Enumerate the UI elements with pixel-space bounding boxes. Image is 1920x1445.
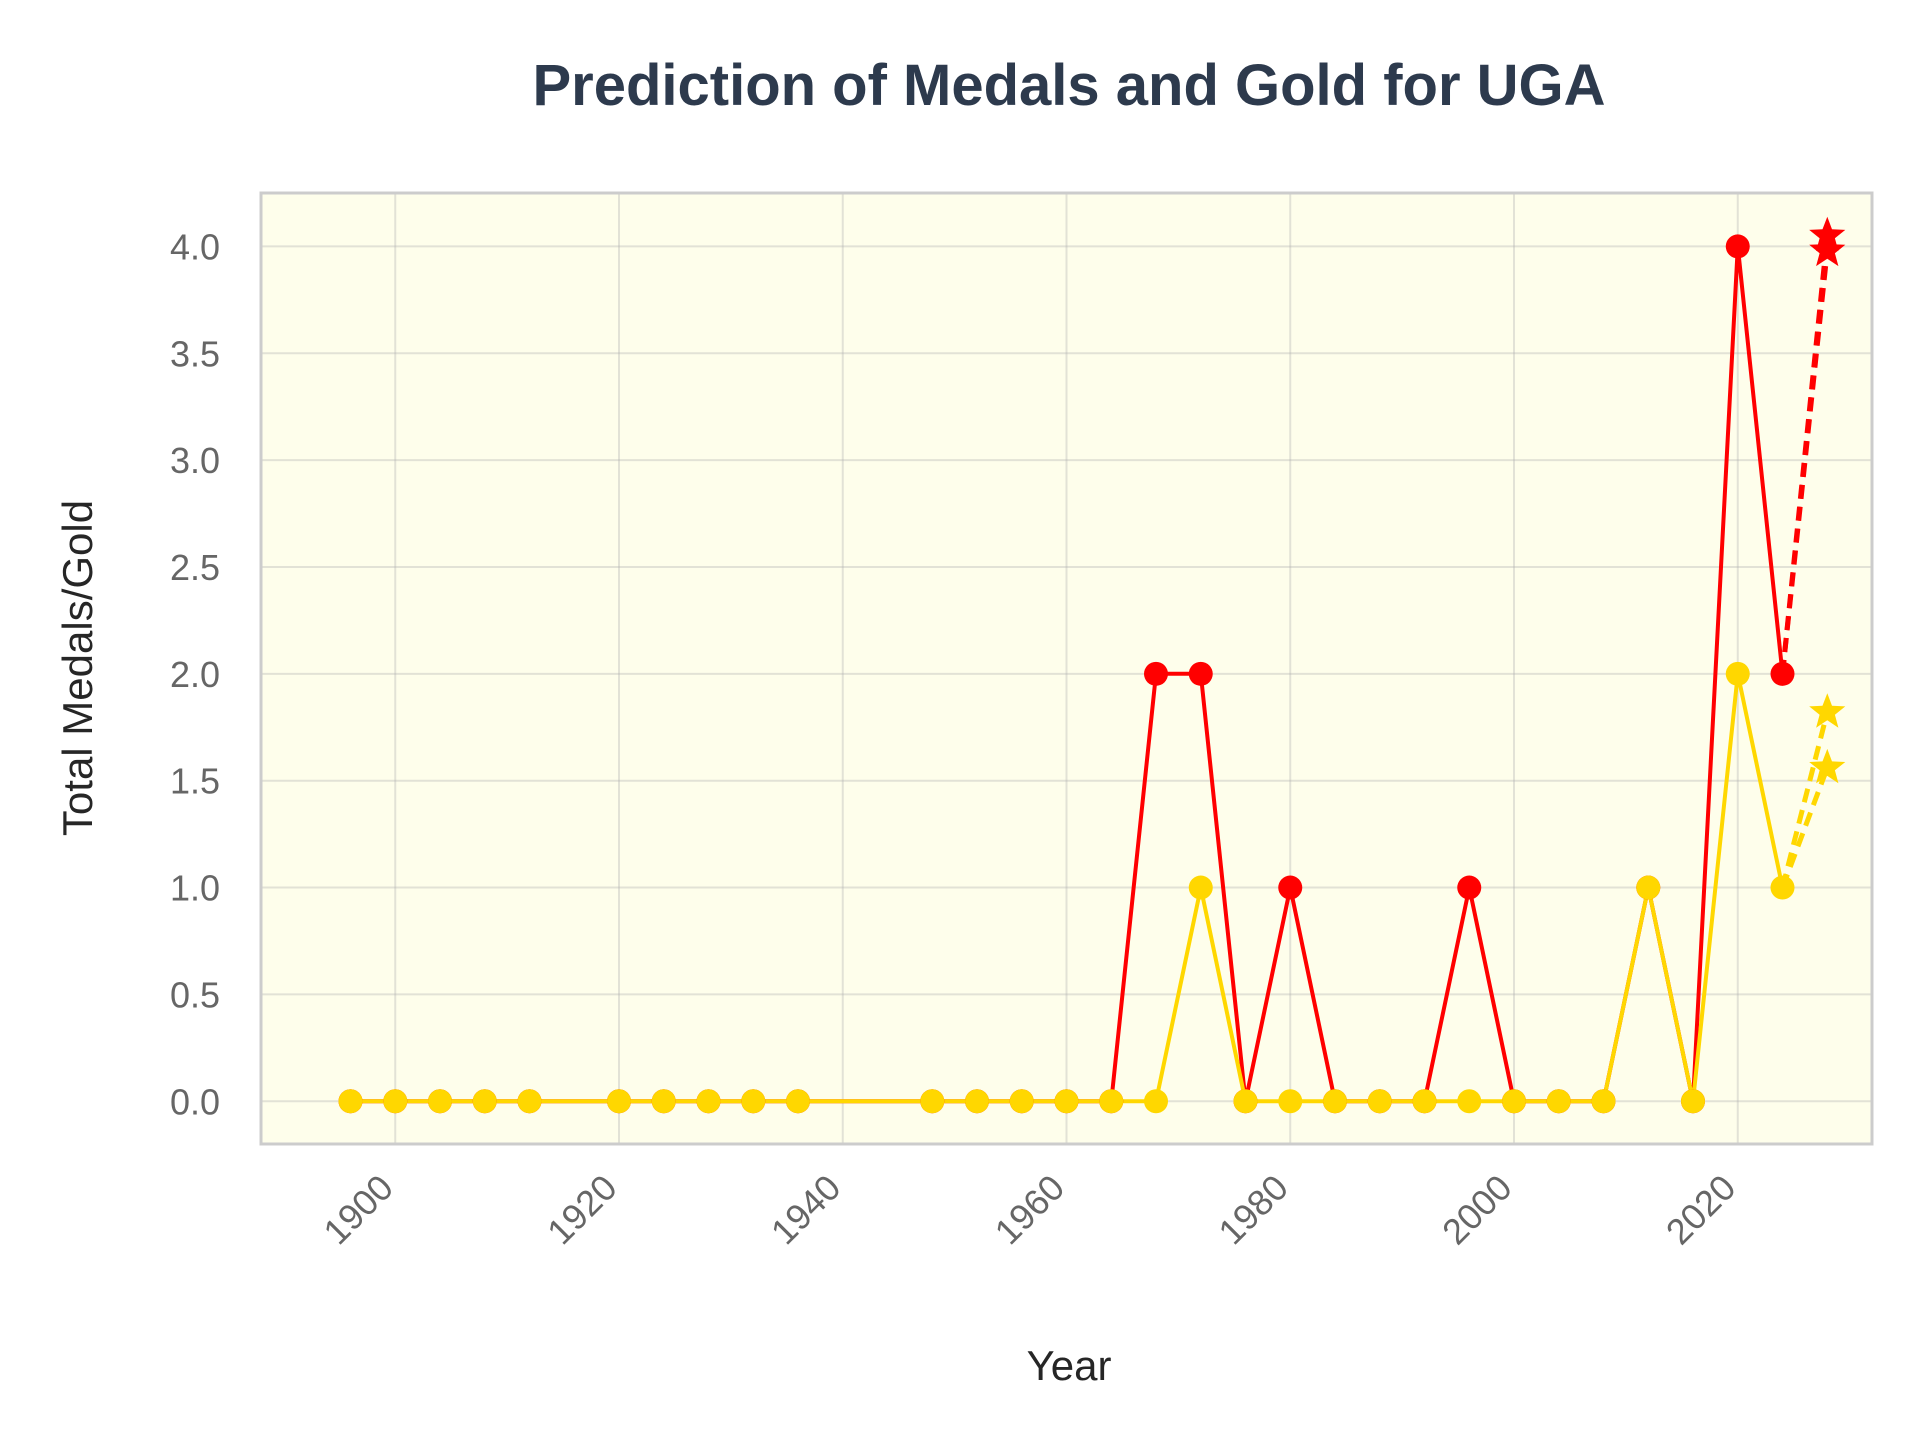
y-axis-label: Total Medals/Gold [54, 500, 101, 836]
prediction-line-0 [1780, 250, 1830, 675]
data-point [1233, 1089, 1258, 1114]
x-tick-label: 1960 [987, 1167, 1073, 1253]
data-point [1546, 1089, 1571, 1114]
plot-frame [259, 191, 1874, 1146]
chart-title: Prediction of Medals and Gold for UGA [532, 53, 1605, 118]
data-point [1725, 234, 1750, 259]
data-point [383, 1089, 408, 1114]
data-point [472, 1089, 497, 1114]
data-point [338, 1089, 363, 1114]
data-point [1636, 875, 1661, 900]
data-point [1054, 1089, 1079, 1114]
x-tick-label: 1900 [315, 1167, 401, 1253]
data-point [1144, 1089, 1168, 1114]
data-point [1188, 875, 1213, 900]
data-point [1278, 1089, 1303, 1114]
data-point [965, 1089, 989, 1114]
data-point [1502, 1089, 1526, 1114]
x-axis-label: Year [1027, 1342, 1112, 1389]
y-tick-label: 2.0 [170, 654, 220, 695]
data-point [517, 1089, 542, 1114]
data-point [1367, 1089, 1392, 1114]
data-point [1278, 875, 1303, 900]
plot-area [261, 193, 1872, 1144]
data-point [786, 1089, 810, 1114]
data-point [651, 1089, 676, 1114]
data-point [428, 1089, 452, 1114]
data-point [607, 1089, 631, 1114]
prediction-star-marker [1809, 693, 1846, 728]
data-point [1725, 661, 1750, 686]
y-tick-label: 3.5 [170, 333, 220, 374]
x-tick-label: 1940 [763, 1167, 849, 1253]
x-tick-label: 1980 [1210, 1167, 1296, 1253]
y-tick-label: 0.5 [170, 974, 220, 1015]
x-tick-label: 2000 [1434, 1167, 1520, 1253]
data-point [1457, 875, 1482, 900]
data-point [1099, 1089, 1124, 1114]
data-point [1009, 1089, 1034, 1114]
data-point [920, 1089, 945, 1114]
data-point [1681, 1089, 1705, 1114]
data-point [1770, 875, 1795, 900]
prediction-lines [1780, 235, 1830, 889]
data-point [1457, 1089, 1482, 1114]
data-points [338, 234, 1795, 1114]
data-point [1770, 661, 1795, 686]
y-tick-label: 0.0 [170, 1081, 220, 1122]
data-point [1188, 661, 1213, 686]
data-point [1323, 1089, 1347, 1114]
prediction-star-marker [1809, 748, 1846, 784]
prediction-markers [1809, 216, 1846, 784]
y-tick-label: 1.5 [170, 761, 220, 802]
y-tick-label: 2.5 [170, 547, 220, 588]
x-tick-label: 2020 [1658, 1167, 1744, 1253]
data-point [1412, 1089, 1437, 1114]
data-point [696, 1089, 721, 1114]
data-point [1144, 661, 1168, 686]
data-point [741, 1089, 766, 1114]
prediction-line-1 [1780, 711, 1830, 889]
data-point [1591, 1089, 1616, 1114]
y-tick-label: 1.0 [170, 868, 220, 909]
x-tick-label: 1920 [539, 1167, 625, 1253]
y-tick-label: 3.0 [170, 440, 220, 481]
y-tick-label: 4.0 [170, 226, 220, 267]
prediction-star-marker [1809, 231, 1846, 267]
